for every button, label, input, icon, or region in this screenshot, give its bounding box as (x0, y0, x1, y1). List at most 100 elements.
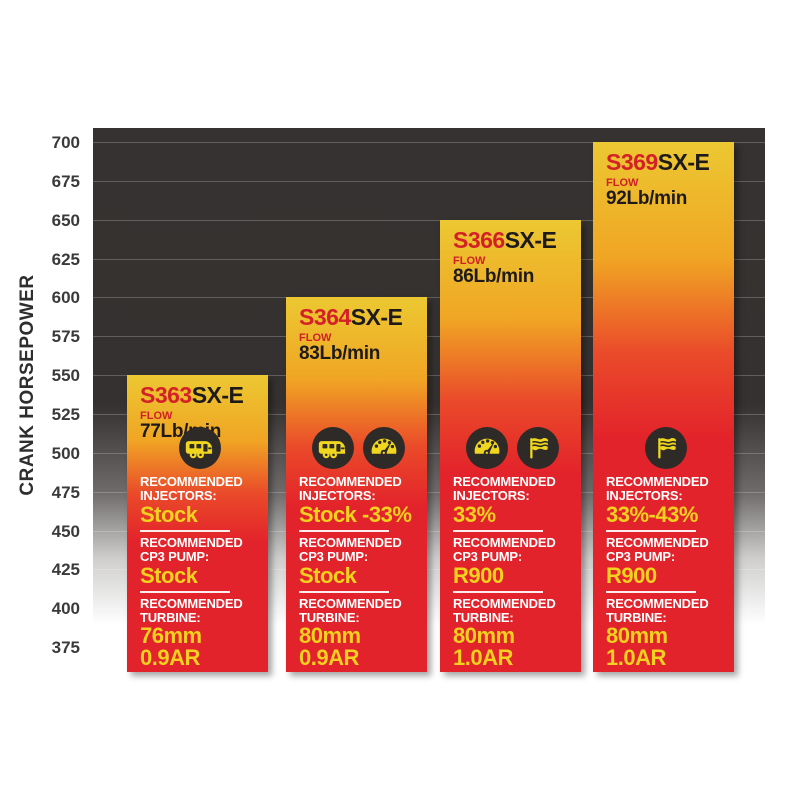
model-prefix: S369 (606, 149, 658, 175)
turbine-value: 76mm 0.9AR (140, 622, 202, 670)
injectors-value: Stock -33% (299, 501, 412, 527)
cp3-pump-value: R900 (606, 563, 657, 588)
turbine-label: RECOMMENDED TURBINE: (140, 595, 243, 625)
flow-label: FLOW (140, 410, 173, 423)
y-axis-tick: 700 (51, 133, 80, 152)
flow-label: FLOW (299, 332, 332, 345)
bar-specs: RECOMMENDED INJECTORS: 33%-43% RECOMMENDE… (593, 427, 734, 672)
y-axis-tick: 500 (51, 443, 80, 463)
injectors-value: Stock (140, 501, 198, 527)
gridline (93, 647, 765, 649)
divider (299, 529, 390, 532)
turbine-value: 80mm 1.0AR (606, 623, 668, 670)
model-suffix: SX-E (504, 226, 557, 253)
gridline (93, 258, 765, 260)
gridline (93, 142, 765, 143)
bar-s364sxe: S364SX-E FLOW 83Lb/min RECOMMENDED INJECT… (286, 297, 427, 672)
gridline (93, 413, 765, 415)
gridline (93, 180, 765, 182)
model-name: S366SX-E (453, 226, 573, 253)
cp3-pump-value: Stock (140, 562, 198, 588)
turbine-label: RECOMMENDED TURBINE: (453, 595, 556, 625)
y-axis-tick: 525 (51, 404, 80, 424)
y-axis-tick: 650 (51, 210, 80, 230)
cp3-pump-label: RECOMMENDED CP3 PUMP: (606, 535, 709, 564)
divider (606, 530, 697, 532)
flow-value: 83Lb/min (299, 343, 381, 365)
y-axis-tick: 425 (51, 560, 80, 580)
y-axis-tick: 550 (51, 366, 80, 386)
model-name: S369SX-E (606, 151, 726, 174)
bar-header: S366SX-E FLOW 86Lb/min (440, 220, 581, 287)
flow-label: FLOW (606, 177, 639, 189)
gridline (93, 336, 765, 338)
model-prefix: S363 (140, 382, 192, 409)
turbine-label: RECOMMENDED TURBINE: (606, 596, 709, 625)
divider (453, 529, 544, 532)
gridline (93, 569, 765, 571)
injectors-label: RECOMMENDED INJECTORS: (299, 473, 402, 503)
y-axis-tick: 575 (51, 327, 80, 347)
bar-s369sxe: S369SX-E FLOW 92Lb/min RECOMMENDED INJECT… (593, 142, 734, 672)
y-axis-tick: 375 (51, 638, 80, 658)
divider (140, 590, 231, 593)
gridline (93, 452, 765, 454)
model-name: S364SX-E (299, 306, 419, 329)
turbine-value: 80mm 1.0AR (453, 622, 515, 670)
camper-icon (312, 426, 354, 469)
bar-s363sxe: S363SX-E FLOW 77Lb/min RECOMMENDED INJECT… (127, 375, 268, 672)
usage-icons (606, 427, 725, 469)
bar-header: S369SX-E FLOW 92Lb/min (593, 142, 734, 209)
divider (299, 590, 390, 593)
y-axis-tick: 400 (51, 599, 80, 619)
flag-icon (644, 427, 687, 469)
flag-icon (517, 426, 559, 469)
injectors-label: RECOMMENDED INJECTORS: (606, 474, 709, 503)
divider (140, 529, 231, 532)
gridline (93, 297, 765, 299)
gridline (93, 608, 765, 610)
model-suffix: SX-E (350, 304, 403, 331)
model-suffix: SX-E (191, 382, 244, 409)
plot-area: S363SX-E FLOW 77Lb/min RECOMMENDED INJECT… (93, 128, 765, 680)
bar-header: S364SX-E FLOW 83Lb/min (286, 297, 427, 364)
camper-icon (178, 426, 221, 469)
usage-icons (453, 426, 572, 469)
gridline (93, 530, 765, 532)
y-axis-tick: 450 (51, 521, 80, 541)
divider (606, 591, 697, 593)
injectors-label: RECOMMENDED INJECTORS: (453, 473, 556, 503)
model-prefix: S366 (453, 226, 505, 253)
bar-specs: RECOMMENDED INJECTORS: 33% RECOMMENDED CP3… (440, 426, 581, 672)
injectors-value: 33%-43% (606, 502, 698, 527)
model-name: S363SX-E (140, 384, 260, 407)
flow-label: FLOW (453, 254, 486, 267)
model-prefix: S364 (299, 304, 351, 331)
model-suffix: SX-E (657, 149, 710, 175)
cp3-pump-value: Stock (299, 562, 357, 588)
y-axis-tick: 675 (51, 171, 80, 191)
y-axis-tick: 475 (51, 482, 80, 502)
flow-value: 86Lb/min (453, 265, 535, 287)
y-axis-tick: 600 (51, 288, 80, 308)
injectors-value: 33% (453, 501, 496, 527)
gauge-icon (466, 426, 508, 469)
usage-icons (299, 426, 418, 469)
divider (453, 590, 544, 593)
cp3-pump-label: RECOMMENDED CP3 PUMP: (453, 534, 556, 564)
bar-specs: RECOMMENDED INJECTORS: Stock -33% RECOMME… (286, 426, 427, 672)
turbine-value: 80mm 0.9AR (299, 622, 361, 670)
flow-value: 92Lb/min (606, 188, 688, 209)
y-axis-tick: 625 (51, 249, 80, 269)
gridline (93, 491, 765, 493)
cp3-pump-label: RECOMMENDED CP3 PUMP: (299, 534, 402, 564)
injectors-label: RECOMMENDED INJECTORS: (140, 473, 243, 503)
gridline (93, 375, 765, 377)
bar-specs: RECOMMENDED INJECTORS: Stock RECOMMENDED C… (127, 426, 268, 672)
usage-icons (140, 426, 259, 469)
bar-s366sxe: S366SX-E FLOW 86Lb/min RECOMMENDED INJECT… (440, 219, 581, 672)
gauge-icon (363, 426, 405, 469)
turbine-label: RECOMMENDED TURBINE: (299, 595, 402, 625)
gridline (93, 219, 765, 221)
